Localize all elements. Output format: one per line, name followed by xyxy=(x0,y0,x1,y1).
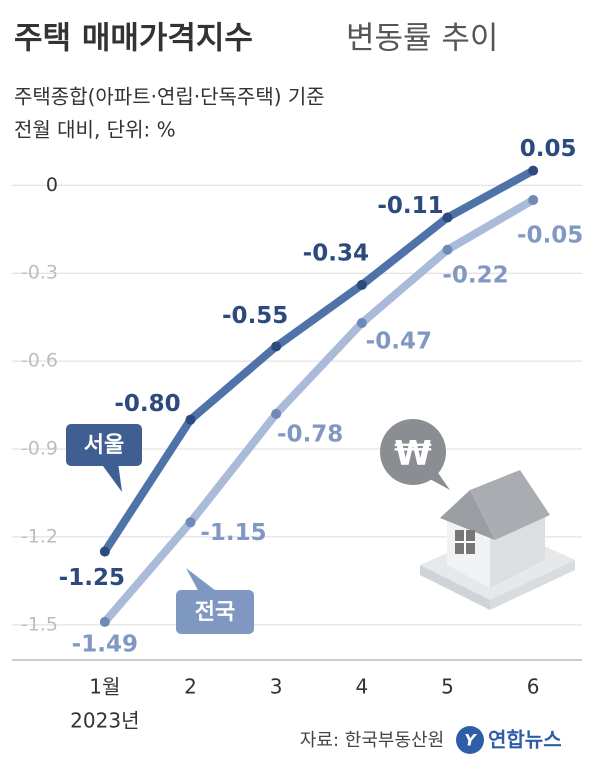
x-tick-label: 1월 xyxy=(89,675,120,699)
data-label: -0.80 xyxy=(114,391,180,417)
data-point xyxy=(442,212,453,223)
data-point xyxy=(185,517,196,528)
legend-label: 전국 xyxy=(195,600,235,625)
data-label: -0.55 xyxy=(222,303,288,329)
logo: Y 연합뉴스 xyxy=(456,726,562,754)
subtitle: 주택종합(아파트·연립·단독주택) 기준 xyxy=(14,85,325,109)
data-label: -1.25 xyxy=(59,565,125,591)
data-point xyxy=(442,244,453,255)
x-tick-label: 3 xyxy=(270,675,283,699)
y-tick-label: -1.5 xyxy=(21,613,58,635)
data-label: -1.49 xyxy=(72,631,138,657)
data-point xyxy=(99,546,110,557)
chart-title-suffix: 변동률 추이 xyxy=(346,21,498,57)
data-point xyxy=(528,165,539,176)
data-label: -0.47 xyxy=(366,329,432,355)
svg-text:Y: Y xyxy=(464,731,477,750)
chart-title: 주택 매매가격지수 xyxy=(14,21,253,57)
series-line xyxy=(100,166,538,556)
x-tick-label: 5 xyxy=(441,675,454,699)
data-point xyxy=(185,414,196,425)
data-point xyxy=(99,616,110,627)
logo-text: 연합뉴스 xyxy=(488,728,562,752)
y-tick-label: 0 xyxy=(46,174,58,196)
series-line xyxy=(100,195,538,626)
y-tick-label: -0.9 xyxy=(21,438,58,460)
callout-box xyxy=(176,590,254,634)
data-label: -0.05 xyxy=(517,222,583,248)
y-tick-label: -0.3 xyxy=(21,262,58,284)
house-icon: ₩ xyxy=(380,419,575,610)
x-tick-label: 6 xyxy=(527,675,540,699)
data-point xyxy=(356,318,367,329)
data-label: -1.15 xyxy=(200,520,266,546)
data-label: -0.22 xyxy=(442,262,508,288)
svg-text:₩: ₩ xyxy=(394,434,432,474)
y-tick-label: -0.6 xyxy=(21,350,58,372)
subtitle: 전월 대비, 단위: % xyxy=(14,118,176,142)
x-tick-label: 4 xyxy=(355,675,368,699)
data-label: -0.11 xyxy=(377,193,443,219)
callout-tail xyxy=(100,462,122,492)
callout-box xyxy=(66,424,142,466)
data-label: -0.78 xyxy=(277,421,343,447)
y-tick-label: -1.2 xyxy=(21,525,58,547)
x-year-label: 2023년 xyxy=(70,709,139,733)
callout-tail xyxy=(186,568,220,594)
legend-label: 서울 xyxy=(84,433,124,458)
legend: 서울 전국 xyxy=(66,424,254,634)
data-point xyxy=(528,194,539,205)
data-label: -0.34 xyxy=(303,240,369,266)
data-point xyxy=(271,341,282,352)
x-tick-label: 2 xyxy=(184,675,197,699)
data-point xyxy=(271,408,282,419)
data-label: 0.05 xyxy=(520,136,577,162)
source: 자료: 한국부동산원 xyxy=(300,730,444,751)
data-point xyxy=(356,279,367,290)
